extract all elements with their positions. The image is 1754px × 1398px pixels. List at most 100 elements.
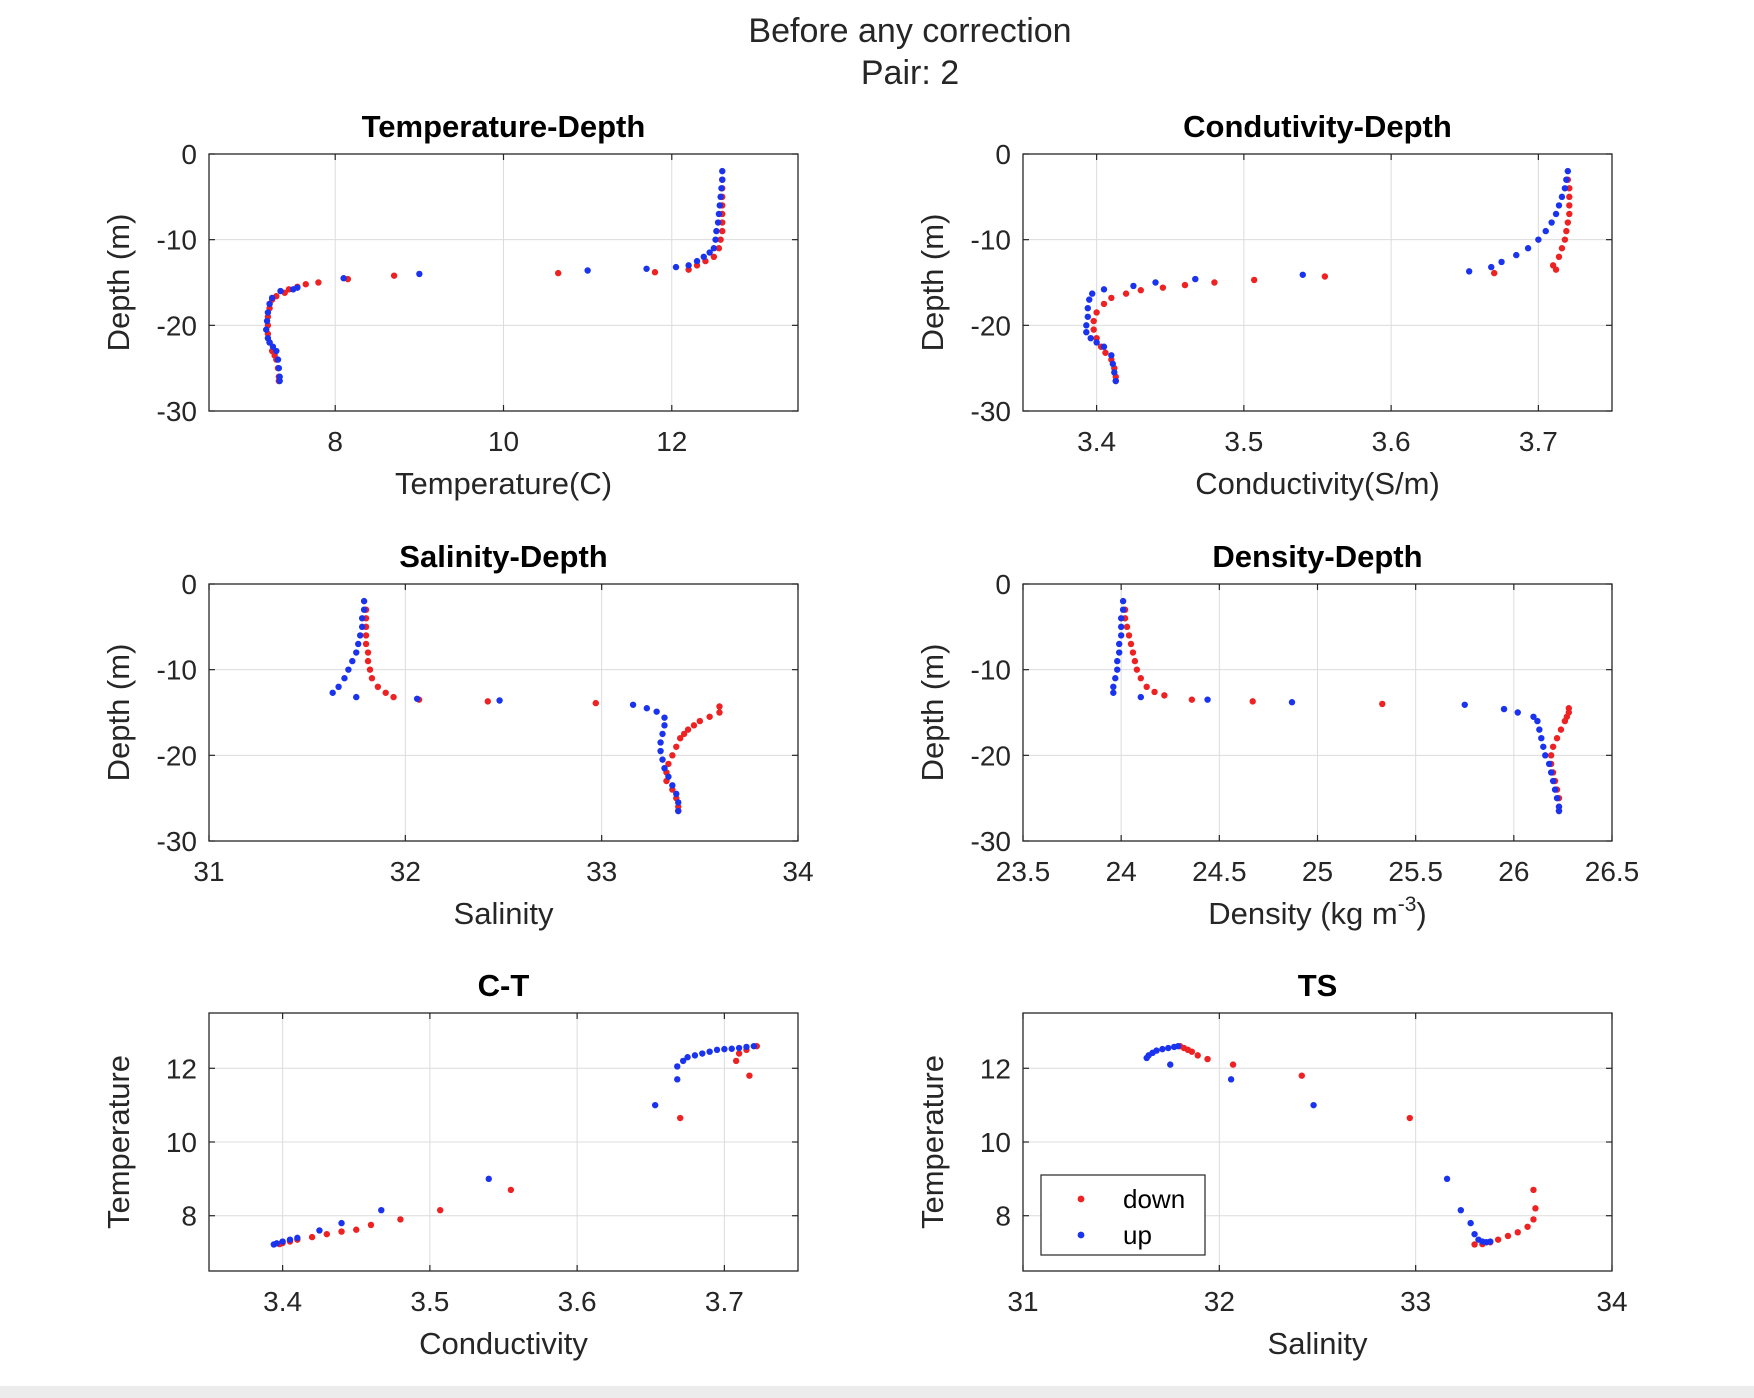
legend[interactable]: down up bbox=[1040, 1174, 1206, 1256]
subplot-title: Condutivity-Depth bbox=[1183, 109, 1452, 144]
data-point-down bbox=[1566, 210, 1573, 218]
data-point-down bbox=[710, 253, 718, 260]
data-point-up bbox=[485, 1175, 492, 1183]
data-point-down bbox=[1553, 735, 1561, 742]
data-point-down bbox=[1159, 284, 1167, 291]
data-point-up bbox=[1547, 769, 1555, 776]
data-point-up bbox=[714, 219, 722, 226]
data-point-up bbox=[1119, 597, 1127, 605]
y-tick-label: 0 bbox=[181, 569, 197, 600]
data-point-down bbox=[690, 722, 698, 729]
data-point-up bbox=[360, 597, 368, 605]
data-point-down bbox=[1137, 675, 1145, 682]
data-point-up bbox=[684, 1054, 691, 1061]
data-point-up bbox=[718, 185, 725, 192]
data-point-down bbox=[1558, 245, 1566, 252]
x-tick-label: 3.4 bbox=[263, 1286, 302, 1317]
data-point-up bbox=[1192, 275, 1199, 283]
data-point-up bbox=[1548, 219, 1555, 226]
data-point-down bbox=[1137, 287, 1145, 294]
data-point-down bbox=[1564, 219, 1572, 226]
data-point-up bbox=[1540, 743, 1547, 750]
data-point-down bbox=[715, 245, 723, 252]
x-tick-label: 3.7 bbox=[1519, 426, 1558, 457]
data-point-up bbox=[665, 773, 672, 780]
series-up bbox=[1083, 167, 1572, 385]
data-point-down bbox=[1379, 700, 1386, 708]
series-up bbox=[329, 597, 682, 815]
x-axis-label-exponent: -3 bbox=[1398, 893, 1417, 916]
data-point-down bbox=[484, 698, 491, 705]
y-tick-label: 0 bbox=[995, 569, 1011, 600]
data-point-up bbox=[1542, 752, 1549, 759]
data-point-up bbox=[356, 632, 364, 639]
data-point-down bbox=[706, 713, 713, 720]
x-axis-label: Density (kg m-3) bbox=[1208, 893, 1427, 931]
data-point-up bbox=[1108, 352, 1115, 359]
data-point-up bbox=[659, 756, 666, 763]
window-bottom-edge bbox=[0, 1386, 1754, 1398]
subplot-4: 23.5 24 24.5 25 25.5 26 26.5 0 -10 -20 -30 Density-… bbox=[915, 539, 1639, 931]
data-point-up bbox=[277, 287, 284, 295]
data-point-down bbox=[696, 717, 704, 725]
data-point-up bbox=[721, 1045, 728, 1053]
data-point-up bbox=[1534, 717, 1541, 725]
data-point-up bbox=[693, 257, 701, 265]
data-point-up bbox=[1555, 807, 1563, 815]
data-point-down bbox=[1298, 1072, 1305, 1079]
data-point-up bbox=[584, 267, 591, 274]
data-point-down bbox=[1406, 1114, 1413, 1122]
data-point-down bbox=[719, 227, 726, 235]
data-point-up bbox=[713, 1046, 721, 1054]
data-point-down bbox=[436, 1206, 444, 1214]
data-point-up bbox=[270, 1241, 277, 1248]
data-point-down bbox=[1125, 632, 1133, 639]
data-point-up bbox=[735, 1044, 743, 1052]
series-up bbox=[270, 1042, 758, 1248]
data-point-up bbox=[706, 1048, 713, 1055]
data-point-up bbox=[1500, 705, 1508, 713]
data-point-down bbox=[1530, 1186, 1537, 1194]
data-point-down bbox=[1127, 640, 1135, 648]
data-point-down bbox=[1188, 1048, 1196, 1055]
data-point-up bbox=[1117, 632, 1125, 639]
data-point-up bbox=[750, 1042, 758, 1050]
data-point-up bbox=[1117, 623, 1125, 631]
data-point-up bbox=[1514, 709, 1521, 716]
data-point-up bbox=[1119, 606, 1127, 613]
subplot-1: 8 10 12 0 -10 -20 -30 Temperature-Depth Temperat… bbox=[101, 109, 799, 501]
figure-title-line1: Before any correction bbox=[748, 12, 1071, 50]
data-point-down bbox=[1229, 1061, 1237, 1068]
subplot-title: C-T bbox=[478, 968, 530, 1003]
data-point-down bbox=[1122, 290, 1130, 297]
data-point-up bbox=[413, 695, 421, 702]
x-tick-label: 26.5 bbox=[1585, 856, 1640, 887]
data-point-down bbox=[1123, 623, 1131, 631]
subplot-5: 3.4 3.5 3.6 3.7 8 10 12 C-T Conductivity Temperat… bbox=[101, 968, 799, 1361]
data-point-up bbox=[316, 1227, 323, 1234]
data-point-down bbox=[368, 675, 376, 682]
data-point-down bbox=[684, 726, 692, 733]
data-point-up bbox=[266, 339, 273, 346]
data-point-up bbox=[353, 649, 360, 656]
data-point-up bbox=[1083, 328, 1090, 336]
data-point-down bbox=[353, 1226, 360, 1233]
data-point-down bbox=[364, 657, 372, 665]
plot-area bbox=[209, 584, 798, 841]
data-point-up bbox=[674, 1076, 681, 1083]
data-point-up bbox=[329, 689, 336, 696]
data-point-up bbox=[669, 782, 676, 789]
data-point-down bbox=[665, 760, 672, 768]
data-point-up bbox=[643, 265, 650, 272]
x-tick-label: 3.6 bbox=[558, 1286, 597, 1317]
data-point-up bbox=[699, 1050, 706, 1057]
data-point-down bbox=[1093, 309, 1100, 316]
x-tick-label: 3.5 bbox=[1224, 426, 1263, 457]
data-point-up bbox=[358, 623, 366, 631]
data-point-up bbox=[1288, 699, 1296, 706]
data-point-up bbox=[1538, 735, 1545, 742]
y-tick-label: -10 bbox=[971, 225, 1011, 256]
data-point-up bbox=[1084, 313, 1091, 320]
data-point-up bbox=[263, 326, 270, 333]
data-point-up bbox=[276, 377, 283, 385]
